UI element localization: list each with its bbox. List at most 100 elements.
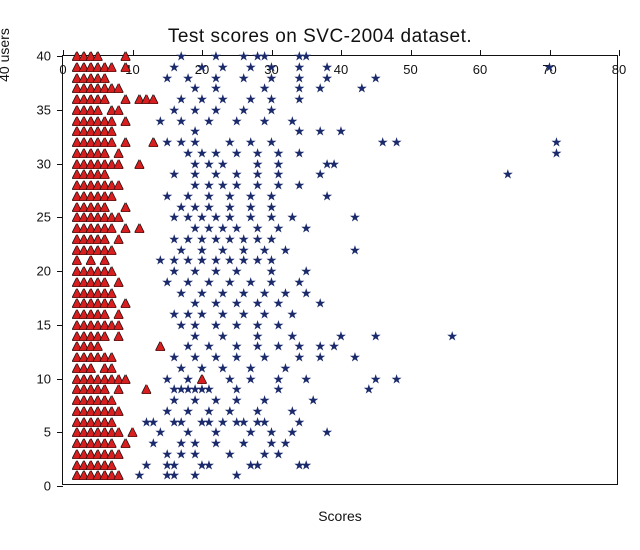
data-point-triangle-0-233[interactable]: ▲ [146,92,161,107]
data-point-star-1-121[interactable]: ★ [314,297,326,310]
data-point-triangle-0-205[interactable]: ▲ [146,135,161,150]
data-point-star-1-43[interactable]: ★ [238,415,250,428]
data-point-star-1-228[interactable]: ★ [224,136,236,149]
data-point-triangle-0-257[interactable]: ▲ [118,49,133,64]
data-point-star-1-236[interactable]: ★ [314,125,326,138]
data-point-star-1-102[interactable]: ★ [446,329,458,342]
data-point-star-1-101[interactable]: ★ [370,329,382,342]
data-point-star-1-33[interactable]: ★ [321,426,333,439]
data-point-star-1-94[interactable]: ★ [314,340,326,353]
data-point-star-1-99[interactable]: ★ [287,329,299,342]
data-point-star-1-172[interactable]: ★ [300,222,312,235]
data-point-star-1-56[interactable]: ★ [259,394,271,407]
data-point-star-1-17[interactable]: ★ [224,447,236,460]
data-point-star-1-188[interactable]: ★ [161,189,173,202]
data-point-star-1-233[interactable]: ★ [551,136,563,149]
data-point-star-1-181[interactable]: ★ [349,211,361,224]
data-point-star-1-225[interactable]: ★ [161,136,173,149]
data-point-star-1-226[interactable]: ★ [175,136,187,149]
plot-area: 0 10 20 30 40 50 60 70 80 0 5 10 15 20 25 30 35 40 ▲ ▲ ▲ ▲ ▲ ▲ ▲… [62,55,618,485]
data-point-star-1-243[interactable]: ★ [287,114,299,127]
data-point-star-1-74[interactable]: ★ [391,372,403,385]
data-point-star-1-141[interactable]: ★ [300,265,312,278]
data-point-star-1-229[interactable]: ★ [245,136,257,149]
data-point-star-1-109[interactable]: ★ [168,308,180,321]
data-point-star-1-73[interactable]: ★ [370,372,382,385]
data-point-star-1-202[interactable]: ★ [168,168,180,181]
data-point-star-1-89[interactable]: ★ [203,340,215,353]
data-point-star-1-57[interactable]: ★ [307,394,319,407]
data-point-star-1-283[interactable]: ★ [300,50,312,63]
data-point-triangle-0-178[interactable]: ▲ [111,178,126,193]
data-point-triangle-0-204[interactable]: ▲ [118,135,133,150]
data-point-star-1-142[interactable]: ★ [154,254,166,267]
data-point-star-1-237[interactable]: ★ [335,125,347,138]
data-point-star-1-252[interactable]: ★ [245,93,257,106]
data-point-star-1-63[interactable]: ★ [203,383,215,396]
data-point-star-1-278[interactable]: ★ [210,50,222,63]
data-point-star-1-115[interactable]: ★ [287,308,299,321]
data-point-triangle-0-85[interactable]: ▲ [153,339,168,354]
data-point-star-1-238[interactable]: ★ [154,114,166,127]
data-point-star-1-39[interactable]: ★ [148,415,160,428]
data-point-triangle-0-34[interactable]: ▲ [125,425,140,440]
data-point-triangle-0-68[interactable]: ▲ [118,371,133,386]
data-point-triangle-0-165[interactable]: ▲ [118,199,133,214]
data-point-star-1-194[interactable]: ★ [321,189,333,202]
data-point-star-1-180[interactable]: ★ [287,211,299,224]
data-point-star-1-231[interactable]: ★ [377,136,389,149]
data-point-star-1-5[interactable]: ★ [141,458,153,471]
data-point-star-1-78[interactable]: ★ [245,361,257,374]
data-point-star-1-262[interactable]: ★ [182,71,194,84]
data-point-star-1-4[interactable]: ★ [231,469,243,482]
data-point-star-1-270[interactable]: ★ [196,60,208,73]
y-tick-10 [57,379,63,380]
data-point-star-1-156[interactable]: ★ [280,243,292,256]
data-point-star-1-216[interactable]: ★ [328,157,340,170]
data-point-star-1-249[interactable]: ★ [175,93,187,106]
data-point-star-1-234[interactable]: ★ [189,125,201,138]
x-tick-label-80: 80 [612,62,626,77]
data-point-star-1-157[interactable]: ★ [349,243,361,256]
data-point-star-1-281[interactable]: ★ [259,50,271,63]
data-point-star-1-67[interactable]: ★ [161,372,173,385]
data-point-star-1-9[interactable]: ★ [203,458,215,471]
data-point-triangle-0-152[interactable]: ▲ [132,221,147,236]
data-point-star-1-219[interactable]: ★ [210,146,222,159]
data-point-triangle-0-80[interactable]: ▲ [104,350,119,365]
data-point-star-1-223[interactable]: ★ [293,146,305,159]
data-point-star-1-108[interactable]: ★ [273,318,285,331]
data-point-star-1-201[interactable]: ★ [293,179,305,192]
data-point-star-1-276[interactable]: ★ [544,60,556,73]
data-point-star-1-268[interactable]: ★ [370,71,382,84]
data-point-triangle-0-60[interactable]: ▲ [139,382,154,397]
data-point-star-1-90[interactable]: ★ [231,340,243,353]
data-point-star-1-92[interactable]: ★ [273,340,285,353]
data-point-star-1-133[interactable]: ★ [245,275,257,288]
data-point-star-1-80[interactable]: ★ [168,351,180,364]
data-point-star-1-230[interactable]: ★ [266,136,278,149]
data-point-star-1-205[interactable]: ★ [231,168,243,181]
data-point-star-1-260[interactable]: ★ [356,82,368,95]
data-point-triangle-0-240[interactable]: ▲ [111,81,126,96]
data-point-star-1-277[interactable]: ★ [175,50,187,63]
data-point-triangle-0-191[interactable]: ▲ [132,156,147,171]
data-point-star-1-100[interactable]: ★ [335,329,347,342]
data-point-star-1-13[interactable]: ★ [300,458,312,471]
data-point-star-1-127[interactable]: ★ [280,286,292,299]
y-tick-label-5: 5 [44,425,51,440]
data-point-star-1-232[interactable]: ★ [391,136,403,149]
data-point-star-1-87[interactable]: ★ [349,351,361,364]
y-tick-label-35: 35 [37,102,51,117]
data-point-star-1-79[interactable]: ★ [280,361,292,374]
data-point-triangle-0-251[interactable]: ▲ [104,59,119,74]
data-point-star-1-14[interactable]: ★ [161,447,173,460]
data-point-star-1-158[interactable]: ★ [168,232,180,245]
data-point-star-1-51[interactable]: ★ [287,404,299,417]
data-point-triangle-0-256[interactable]: ▲ [90,49,105,64]
data-point-star-1-209[interactable]: ★ [502,168,514,181]
data-point-star-1-279[interactable]: ★ [238,50,250,63]
data-point-triangle-0-111[interactable]: ▲ [118,296,133,311]
data-point-star-1-275[interactable]: ★ [321,60,333,73]
data-point-star-1-72[interactable]: ★ [300,372,312,385]
